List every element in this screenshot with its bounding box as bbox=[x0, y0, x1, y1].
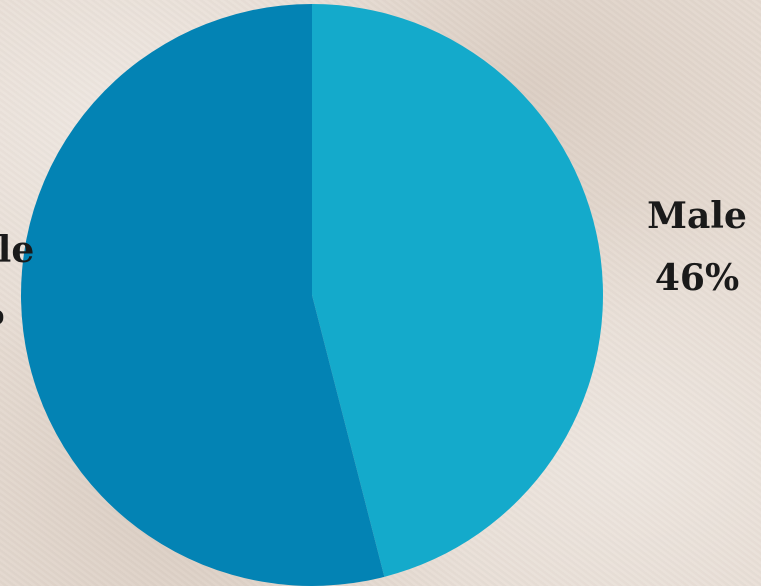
slice-label-female: Female bbox=[0, 229, 34, 271]
slice-label-male: Male bbox=[647, 195, 747, 237]
pie-labels: Male 46% Female 54% bbox=[0, 195, 747, 333]
slice-percent-female: 54% bbox=[0, 291, 4, 333]
pie-slices bbox=[21, 4, 604, 586]
pie-slice-female bbox=[21, 4, 385, 586]
pie-slice-male bbox=[312, 4, 604, 577]
slice-percent-male: 46% bbox=[655, 257, 739, 299]
